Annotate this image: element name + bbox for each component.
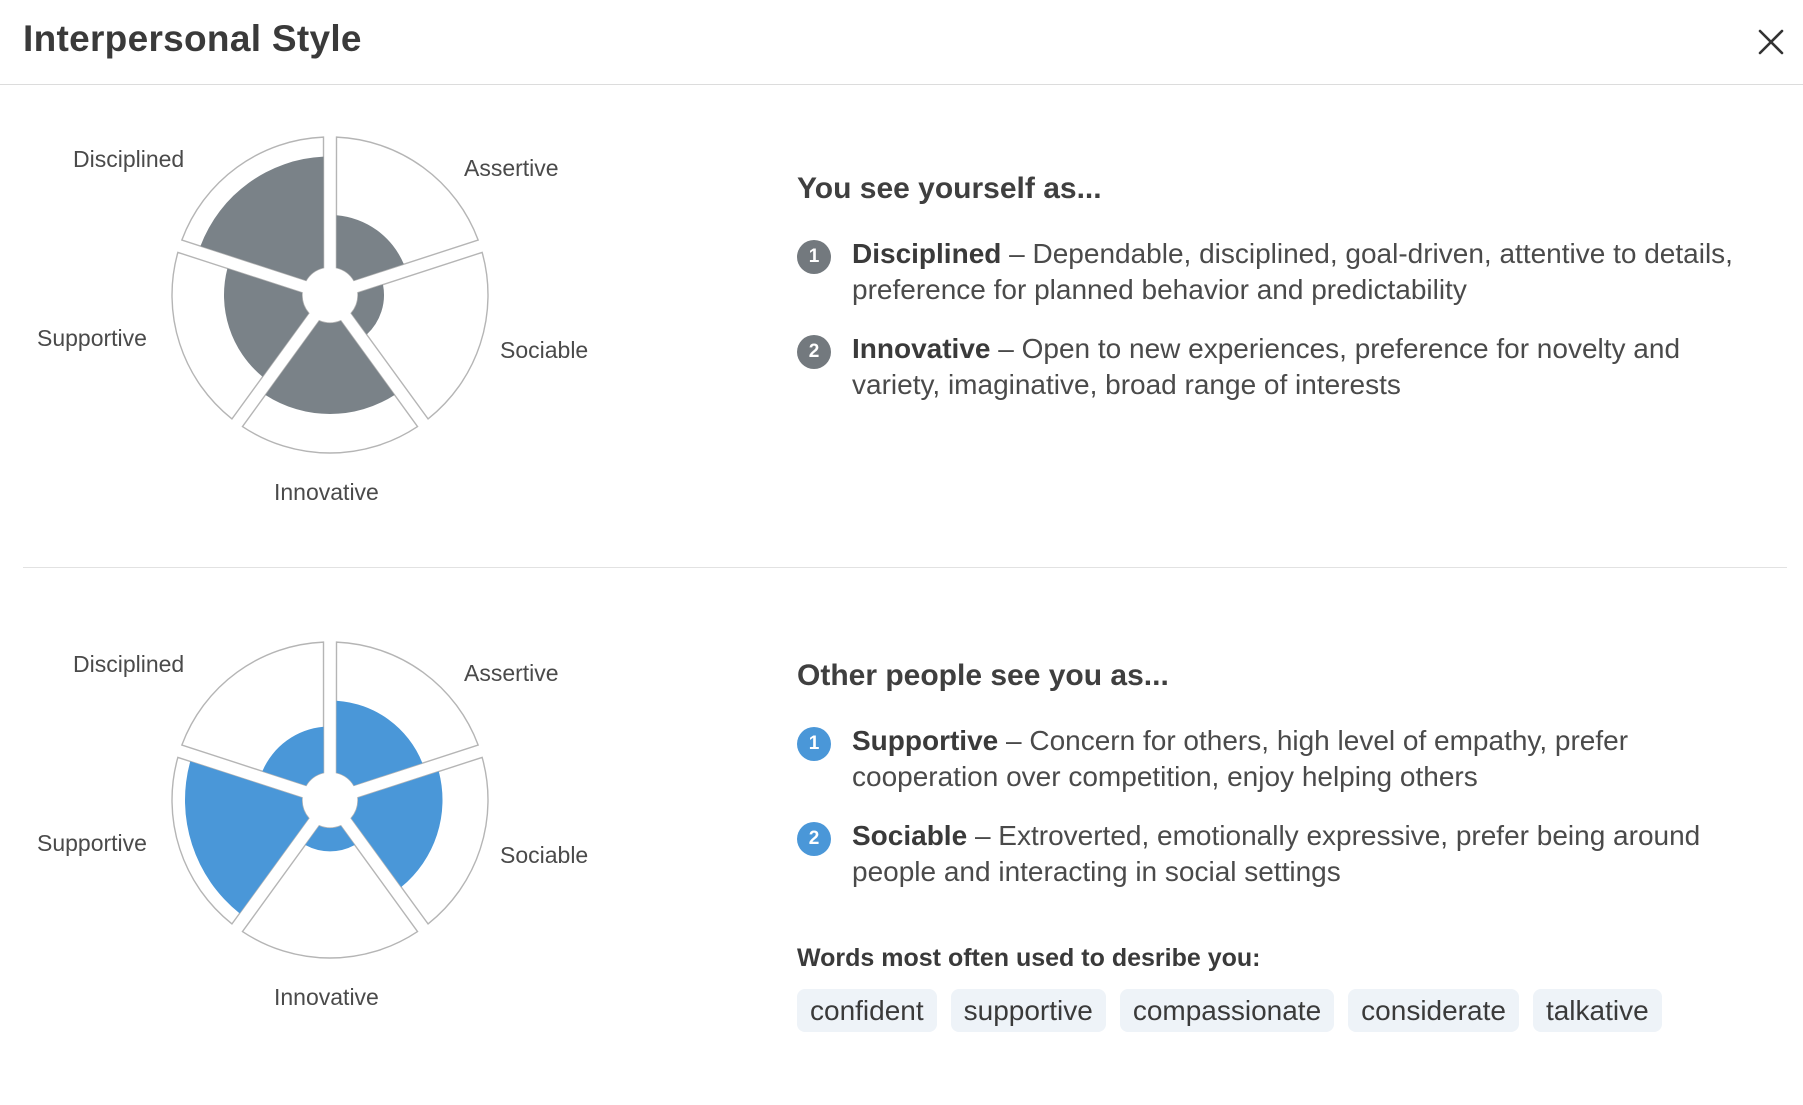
trait-name: Disciplined (852, 238, 1002, 269)
trait-description: Sociable – Extroverted, emotionally expr… (852, 818, 1752, 890)
other-trait-2: 2 Sociable – Extroverted, emotionally ex… (797, 818, 1757, 894)
self-view-radial-chart: Disciplined Assertive Supportive Sociabl… (0, 125, 640, 565)
other-trait-1: 1 Supportive – Concern for others, high … (797, 723, 1757, 799)
other-view-chart-svg (171, 641, 489, 959)
section-divider (23, 567, 1787, 568)
chart-label-sociable: Sociable (500, 337, 589, 363)
wedge-fill-assertive (336, 700, 423, 786)
wedge-fill-disciplined (200, 156, 324, 281)
chart-label-supportive: Supportive (37, 325, 147, 351)
trait-description: Supportive – Concern for others, high le… (852, 723, 1752, 795)
trait-detail: – Dependable, disciplined, goal-driven, … (852, 238, 1733, 305)
rank-badge: 2 (797, 335, 831, 369)
chart-label-innovative: Innovative (274, 479, 379, 505)
chart-label-supportive: Supportive (37, 830, 147, 856)
wedge-fill-supportive (185, 761, 309, 914)
chart-label-assertive: Assertive (464, 155, 559, 181)
rank-badge: 2 (797, 822, 831, 856)
words-label: Words most often used to desribe you: (797, 944, 1261, 972)
trait-name: Sociable (852, 820, 968, 851)
trait-name: Supportive (852, 725, 999, 756)
word-tag: supportive (950, 989, 1106, 1032)
trait-detail: – Concern for others, high level of empa… (852, 725, 1629, 792)
trait-detail: – Extroverted, emotionally expressive, p… (852, 820, 1701, 887)
self-trait-2: 2 Innovative – Open to new experiences, … (797, 331, 1757, 407)
wedge-fill-assertive (336, 215, 404, 281)
dialog-title: Interpersonal Style (23, 18, 362, 59)
chart-label-sociable: Sociable (500, 842, 589, 868)
self-view-chart-svg (171, 136, 489, 454)
trait-description: Innovative – Open to new experiences, pr… (852, 331, 1752, 403)
wedge-fill-supportive (223, 268, 309, 377)
close-icon[interactable] (1753, 24, 1789, 60)
chart-label-assertive: Assertive (464, 660, 559, 686)
wedge-fill-innovative (265, 320, 395, 414)
wedge-fill-sociable (351, 284, 384, 335)
dialog-header: Interpersonal Style (0, 0, 1803, 85)
wedge-fill-disciplined (262, 726, 324, 786)
wedge-fill-sociable (351, 771, 443, 888)
self-trait-1: 1 Disciplined – Dependable, disciplined,… (797, 236, 1757, 312)
trait-name: Innovative (852, 333, 991, 364)
rank-badge: 1 (797, 727, 831, 761)
trait-detail: – Open to new experiences, preference fo… (852, 333, 1681, 400)
rank-badge: 1 (797, 240, 831, 274)
chart-label-disciplined: Disciplined (73, 651, 185, 677)
word-tag: considerate (1348, 989, 1519, 1032)
word-tags: confident supportive compassionate consi… (797, 989, 1662, 1032)
other-view-radial-chart: Disciplined Assertive Supportive Sociabl… (0, 630, 640, 1070)
word-tag: confident (797, 989, 937, 1032)
chart-label-innovative: Innovative (274, 984, 379, 1010)
word-tag: talkative (1532, 989, 1662, 1032)
self-view-title: You see yourself as... (797, 172, 1102, 205)
wedge-fill-innovative (305, 825, 355, 852)
wedge-outline-innovative (241, 824, 419, 959)
other-view-title: Other people see you as... (797, 659, 1169, 692)
trait-description: Disciplined – Dependable, disciplined, g… (852, 236, 1752, 308)
word-tag: compassionate (1119, 989, 1335, 1032)
chart-label-disciplined: Disciplined (73, 146, 185, 172)
